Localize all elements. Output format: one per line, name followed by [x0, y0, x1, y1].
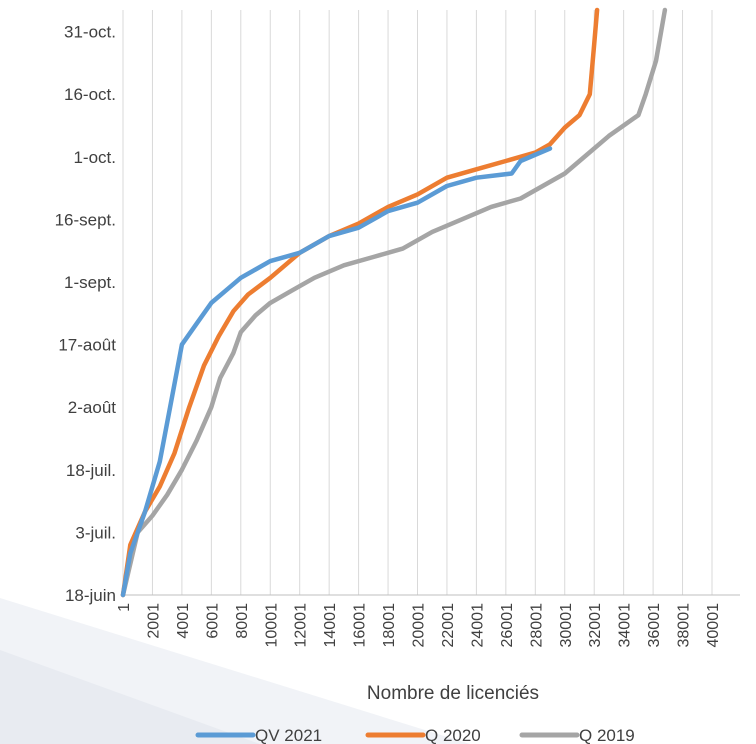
x-tick-label: 40001: [705, 603, 722, 648]
x-tick-label: 1: [116, 603, 133, 612]
legend-label: Q 2020: [425, 726, 481, 744]
series-line-2: [120, 7, 668, 598]
y-tick-label: 1-oct.: [73, 148, 116, 167]
x-axis-title: Nombre de licenciés: [367, 683, 539, 704]
y-tick-label: 2-août: [68, 398, 116, 417]
y-tick-label: 1-sept.: [64, 273, 116, 292]
y-tick-label: 31-oct.: [64, 23, 116, 42]
gridlines: [122, 10, 740, 596]
x-tick-label: 6001: [204, 603, 221, 639]
x-tick-label: 12001: [293, 603, 310, 648]
x-tick-label: 18001: [381, 603, 398, 648]
series-line-0: [120, 146, 553, 598]
x-tick-label: 36001: [646, 603, 663, 648]
x-tick-label: 2001: [145, 603, 162, 639]
x-axis-ticks: 1 2001 4001 6001 8001 10001 12001 14001 16001 180…: [116, 603, 722, 648]
x-tick-label: 38001: [676, 603, 693, 648]
y-tick-label: 18-juil.: [66, 461, 116, 480]
legend-label: Q 2019: [579, 726, 635, 744]
x-tick-label: 14001: [322, 603, 339, 648]
y-tick-label: 16-sept.: [55, 210, 116, 229]
x-tick-label: 10001: [263, 603, 280, 648]
x-tick-label: 20001: [411, 603, 428, 648]
y-tick-label: 16-oct.: [64, 85, 116, 104]
x-tick-label: 4001: [175, 603, 192, 639]
legend: QV 2021 Q 2020 Q 2019: [195, 726, 635, 744]
x-tick-label: 8001: [234, 603, 251, 639]
x-tick-label: 22001: [440, 603, 457, 648]
y-axis-ticks: 18-juin 3-juil. 18-juil. 2-août 17-août 1-sep…: [55, 23, 117, 605]
series-lines: [120, 7, 668, 598]
x-tick-label: 32001: [587, 603, 604, 648]
x-tick-label: 28001: [528, 603, 545, 648]
x-tick-label: 16001: [352, 603, 369, 648]
x-tick-label: 30001: [558, 603, 575, 648]
series-line-1: [120, 7, 600, 598]
legend-label: QV 2021: [255, 726, 322, 744]
y-tick-label: 3-juil.: [75, 523, 116, 542]
x-tick-label: 34001: [617, 603, 634, 648]
x-tick-label: 26001: [499, 603, 516, 648]
y-tick-label: 18-juin: [65, 586, 116, 605]
x-tick-label: 24001: [469, 603, 486, 648]
y-tick-label: 17-août: [58, 336, 116, 355]
